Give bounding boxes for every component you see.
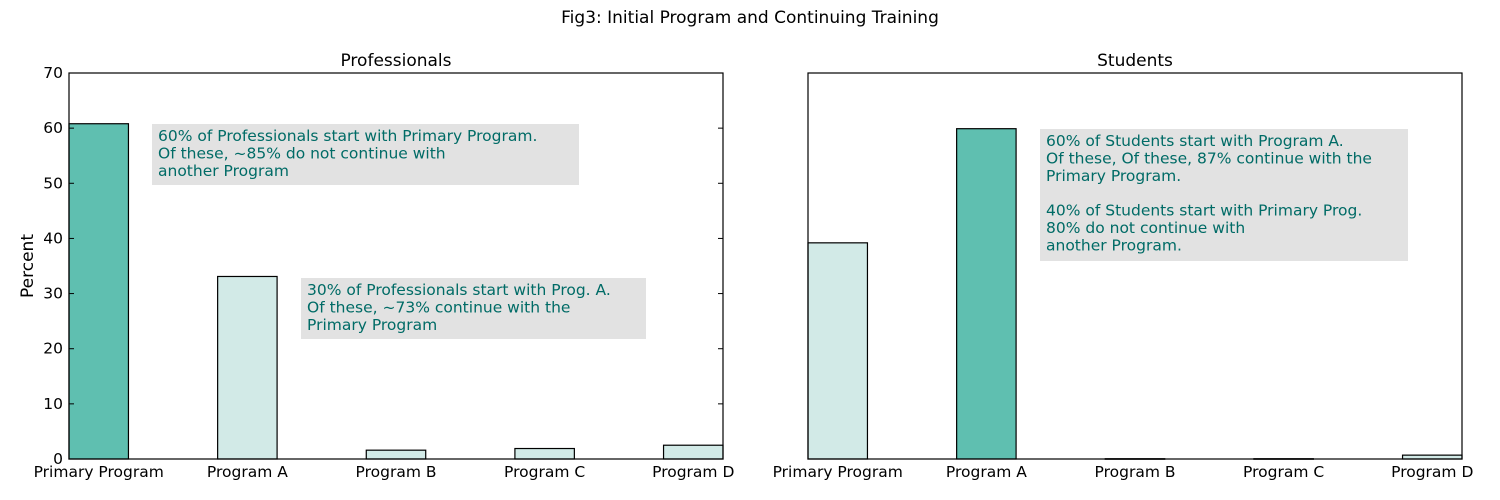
y-tick-label: 40 [43, 229, 63, 247]
x-tick-label: Primary Program [34, 463, 164, 481]
x-tick-label: Primary Program [773, 463, 903, 481]
panel-title: Students [1097, 51, 1173, 71]
annotation-line: 60% of Professionals start with Primary … [158, 127, 537, 145]
plot-frame [68, 72, 724, 460]
bar-program-a [217, 275, 278, 460]
annotation-line: Primary Program. [1046, 167, 1181, 185]
x-tick-label: Program A [207, 463, 288, 481]
panel-title: Professionals [340, 51, 451, 71]
x-tick-label: Program D [652, 463, 734, 481]
y-tick-label: 0 [53, 450, 63, 468]
annotation: 60% of Students start with Program A.Of … [1040, 129, 1408, 261]
annotation-line: 30% of Professionals start with Prog. A. [307, 281, 611, 299]
x-tick-label: Program D [1391, 463, 1473, 481]
y-axis-label: Percent [18, 234, 38, 298]
plot-frame [807, 72, 1463, 460]
panel-professionals: Primary Program Program A Program B Program… [18, 51, 734, 481]
x-tick-label: Program C [504, 463, 585, 481]
x-tick-label: Program C [1243, 463, 1324, 481]
bar-primary-program [68, 123, 130, 460]
annotation-line: Of these, Of these, 87% continue with th… [1046, 149, 1372, 167]
annotation: 30% of Professionals start with Prog. A.… [301, 278, 646, 339]
annotation-line: 80% do not continue with [1046, 219, 1245, 237]
y-tick-label: 50 [43, 174, 63, 192]
y-tick-label: 10 [43, 395, 63, 413]
annotation: 60% of Professionals start with Primary … [152, 124, 579, 185]
annotation-box [1040, 129, 1408, 261]
annotation-line: Of these, ~73% continue with the [307, 298, 570, 316]
annotation-line: another Program. [1046, 236, 1182, 254]
annotation-line: 40% of Students start with Primary Prog. [1046, 202, 1362, 220]
annotation-box [301, 278, 646, 339]
annotation-box [152, 124, 579, 185]
bar-program-a [956, 128, 1017, 460]
annotation-line: another Program [158, 162, 289, 180]
y-tick-label: 20 [43, 340, 63, 358]
x-tick-label: Program B [1095, 463, 1176, 481]
bar-program-b [365, 449, 427, 460]
bar-program-c [514, 447, 575, 460]
x-tick-label: Program A [946, 463, 1027, 481]
panel-students: Primary Program Program A Program B Program… [773, 51, 1474, 481]
y-tick-label: 60 [43, 119, 63, 137]
annotation-line: 60% of Students start with Program A. [1046, 132, 1344, 150]
bar-program-d [662, 444, 724, 460]
annotation-line: Of these, ~85% do not continue with [158, 144, 446, 162]
figure-title: Fig3: Initial Program and Continuing Tra… [561, 8, 939, 28]
bar-primary-program [807, 242, 869, 460]
y-tick-label: 70 [43, 64, 63, 82]
x-tick-label: Program B [356, 463, 437, 481]
y-tick-label: 30 [43, 285, 63, 303]
annotation-line: Primary Program [307, 316, 437, 334]
